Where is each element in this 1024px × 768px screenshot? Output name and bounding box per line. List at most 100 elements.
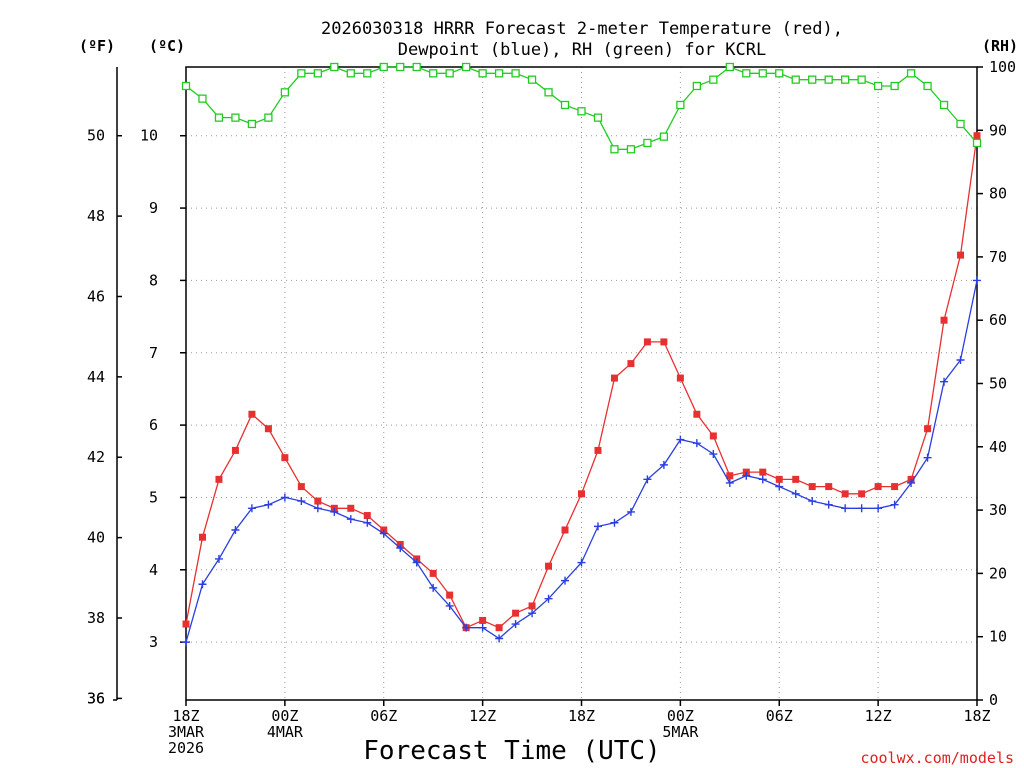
- temperature-point: [808, 483, 816, 491]
- rh-point: [873, 81, 883, 91]
- temperature-point: [676, 374, 684, 382]
- dewpoint-point: [429, 583, 438, 592]
- dewpoint-point: [247, 504, 256, 513]
- dewpoint-point: [907, 478, 916, 487]
- rh-point: [445, 69, 454, 78]
- rh-point: [906, 69, 916, 78]
- celsius-tick-label: 6: [149, 416, 158, 434]
- temperature-point: [347, 504, 355, 512]
- rh-unit-label: (RH): [982, 37, 1018, 55]
- dewpoint-point: [692, 439, 701, 448]
- dewpoint-point: [313, 504, 322, 513]
- rh-point: [725, 62, 734, 72]
- rh-point: [181, 81, 191, 91]
- dewpoint-point: [626, 507, 635, 516]
- rh-point: [758, 69, 767, 78]
- dewpoint-point: [742, 471, 751, 480]
- fahrenheit-tick-label: 44: [87, 368, 105, 386]
- dewpoint-point: [775, 482, 784, 491]
- dewpoint-point: [462, 623, 471, 632]
- temperature-point: [495, 624, 503, 632]
- celsius-tick-label: 8: [149, 271, 158, 289]
- rh-point: [923, 81, 932, 91]
- temperature-point: [973, 132, 981, 140]
- rh-point: [198, 94, 207, 103]
- dewpoint-point: [297, 497, 306, 506]
- rh-point: [478, 69, 487, 78]
- grid: [186, 67, 977, 700]
- x-tick-label: 2026: [168, 739, 204, 757]
- dewpoint-point: [857, 504, 866, 513]
- temperature-point: [198, 533, 206, 541]
- temperature-point: [248, 410, 256, 418]
- temperature-point: [660, 338, 668, 346]
- rh-point: [429, 69, 438, 78]
- celsius-tick-label: 7: [149, 344, 158, 362]
- fahrenheit-tick-label: 36: [87, 689, 105, 707]
- dewpoint-point: [511, 620, 520, 629]
- temperature-point: [363, 512, 371, 520]
- series: [181, 62, 982, 647]
- temperature-point: [594, 446, 602, 454]
- temperature-point: [578, 490, 585, 498]
- dewpoint-point: [280, 493, 289, 502]
- dewpoint-point: [808, 497, 817, 506]
- celsius-tick-label: 4: [149, 561, 158, 579]
- rh-tick-label: 60: [989, 311, 1007, 329]
- dewpoint-point: [478, 623, 487, 632]
- dewpoint-point: [890, 500, 899, 509]
- dewpoint-point: [791, 489, 800, 498]
- rh-point: [890, 81, 899, 91]
- rh-point: [247, 119, 257, 129]
- rh-point: [593, 113, 603, 122]
- dewpoint-point: [577, 558, 586, 567]
- temperature-point: [545, 562, 553, 570]
- temperature-point: [215, 475, 223, 483]
- rh-point: [709, 75, 718, 84]
- dewpoint-point: [659, 460, 668, 469]
- x-tick-label: 18Z: [568, 707, 595, 725]
- chart-title-line-2: Dewpoint (blue), RH (green) for KCRL: [398, 40, 766, 60]
- temperature-point: [182, 620, 190, 628]
- rh-point: [527, 75, 537, 84]
- temperature-point: [479, 616, 487, 624]
- rh-point: [231, 113, 240, 122]
- chart-title-line-1: 2026030318 HRRR Forecast 2-meter Tempera…: [321, 19, 843, 39]
- dewpoint-point: [956, 355, 965, 364]
- x-tick-label: 00Z: [667, 707, 694, 725]
- rh-point: [313, 69, 322, 78]
- temperature-point: [841, 490, 849, 498]
- credit-label: coolwx.com/models: [860, 749, 1014, 767]
- dewpoint-point: [198, 580, 207, 589]
- dewpoint-point: [610, 518, 619, 527]
- dewpoint-point: [330, 507, 339, 516]
- x-tick-label: 3MAR: [168, 723, 205, 741]
- temperature-point: [693, 410, 701, 418]
- dewpoint-point: [445, 601, 454, 610]
- temperature-point: [709, 432, 717, 440]
- temperature-point: [775, 475, 783, 483]
- celsius-unit-label: (ºC): [149, 37, 185, 55]
- temperature-point: [512, 609, 520, 617]
- fahrenheit-tick-label: 48: [87, 207, 105, 225]
- rh-point: [544, 88, 553, 97]
- temperature-point: [627, 360, 635, 368]
- fahrenheit-tick-label: 36: [87, 689, 105, 707]
- dewpoint-point: [528, 609, 537, 618]
- celsius-tick-label: 9: [149, 199, 158, 217]
- rh-point: [346, 69, 355, 78]
- x-tick-label: 06Z: [370, 707, 397, 725]
- x-tick-label: 12Z: [865, 707, 892, 725]
- dewpoint-point: [264, 500, 273, 509]
- rh-point: [692, 81, 702, 91]
- temperature-point: [940, 316, 948, 324]
- rh-point: [939, 100, 949, 110]
- temperature-point: [891, 483, 899, 491]
- plot-frame: [185, 66, 978, 701]
- rh-point: [808, 75, 817, 84]
- temperature-point: [924, 425, 932, 433]
- temperature-point: [446, 591, 454, 599]
- rh-tick-label: 10: [989, 628, 1007, 646]
- rh-point: [857, 75, 866, 84]
- rh-point: [676, 100, 685, 110]
